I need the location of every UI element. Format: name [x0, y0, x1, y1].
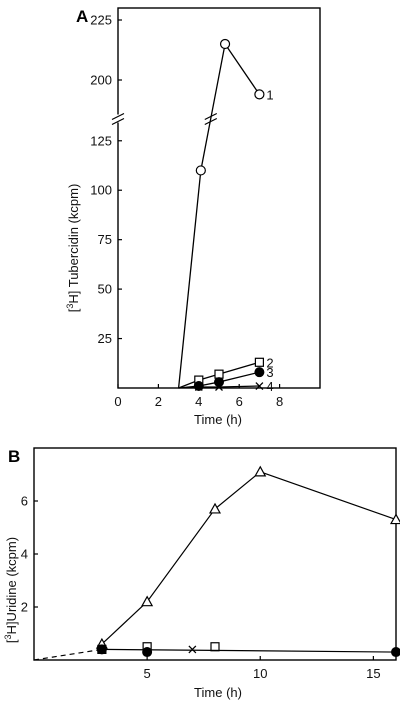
panel-a-x-tick-label-2: 4: [195, 394, 202, 409]
panel-a-series-3-point-2: [214, 377, 224, 388]
panel-a-series-1-point-3: [254, 89, 265, 100]
panel-b-ticks: 5 10 15 2 4 6: [21, 494, 381, 682]
panel-b-series-0-point-1: [141, 595, 154, 607]
panel-a-series-2-line: [178, 361, 260, 389]
panel-b-series-2-point-0: [188, 645, 197, 654]
panel-a-x-tick-label-0: 0: [114, 394, 121, 409]
panel-a-axis-breaks: [111, 112, 218, 126]
panel-b-label: B: [8, 447, 20, 466]
panel-a-series-4-line: [178, 385, 260, 389]
panel-a-series-1-line: [177, 42, 260, 389]
panel-a-ticks: 0 2 4 6 8 25 50 75 100 125 200 225: [90, 13, 283, 410]
panel-a-y-tick-label-0: 25: [98, 331, 112, 346]
panel-b-dashed-extrapolation: [33, 648, 102, 661]
panel-a-frame: [117, 7, 321, 389]
panel-a-y-tick-label-2: 75: [98, 232, 112, 247]
panel-b-series-0-point-3: [254, 465, 267, 477]
panel-a-series-4-point-2: [215, 383, 223, 391]
panel-a-series-2-point-2: [214, 369, 224, 379]
panel-a-y-title-bracket: [: [66, 308, 81, 312]
panel-a-series-2-label: 2: [266, 355, 273, 370]
panel-a-y-tick-label-3: 100: [90, 183, 112, 198]
panel-a-x-tick-label-3: 6: [236, 394, 243, 409]
panel-b-series-0-point-2: [208, 502, 222, 514]
panel-a-series-1-label: 1: [266, 87, 273, 102]
panel-b-series-0-line: [101, 471, 397, 645]
panel-b-frame: [33, 447, 397, 661]
panel-a-y-axis-title: [3H] Tubercidin (kcpm): [65, 184, 81, 313]
panel-a-label: A: [76, 7, 88, 26]
panel-b-series-0-point-4: [389, 513, 400, 525]
panel-b-series-3-point-1: [142, 647, 153, 658]
panel-b-y-title-superscript: 3: [3, 634, 13, 639]
panel-b-y-tick-label-0: 2: [21, 600, 28, 615]
panel-b-series-1-point-2: [210, 642, 220, 652]
panel-b-series-4-line: [101, 648, 397, 653]
panel-b-x-tick-label-1: 10: [253, 666, 267, 681]
panel-a-x-axis-title: Time (h): [194, 412, 242, 427]
panel-a-axis-break-mark: [111, 112, 125, 126]
panel-b-x-tick-label-0: 5: [144, 666, 151, 681]
panel-a-series-4-point-1: [194, 383, 203, 391]
panel-a-y-tick-label-1: 50: [98, 282, 112, 297]
panel-b: B 5 10 15 2 4 6 Time (h) [3H]Uridine (kcpm): [3, 447, 400, 700]
panel-a-series-4-label: 4: [266, 379, 273, 394]
panel-a-series-3-point-1: [193, 381, 204, 392]
panel-a-x-tick-label-4: 8: [276, 394, 283, 409]
panel-a-series-3-point-3: [254, 367, 265, 378]
panel-b-x-tick-label-2: 15: [366, 666, 380, 681]
panel-a-x-tick-label-1: 2: [155, 394, 162, 409]
panel-b-series: [33, 465, 400, 661]
panel-a-axis-break-gap: [115, 114, 121, 123]
panel-a-y-title-rest: H] Tubercidin (kcpm): [66, 184, 81, 304]
panel-b-y-tick-label-1: 4: [21, 547, 28, 562]
panel-a-y-tick-label-6: 225: [90, 13, 112, 28]
panel-a-series-1-point-1: [195, 165, 206, 176]
panel-a-series-2-point-3: [254, 357, 264, 367]
panel-b-y-title-bracket: [: [4, 639, 19, 643]
panel-b-y-tick-label-2: 6: [21, 494, 28, 509]
panel-a-y-tick-label-5: 200: [90, 73, 112, 88]
panel-a-series-4-point-3: [255, 382, 264, 390]
panel-a-series: 1 234: [177, 38, 274, 394]
panel-b-y-axis-title: [3H]Uridine (kcpm): [3, 537, 19, 643]
panel-a-y-tick-label-4: 125: [90, 133, 112, 148]
panel-a-series-1-point-2: [219, 38, 231, 50]
panel-a-y-title-superscript: 3: [65, 304, 75, 309]
panel-b-y-title-rest: H]Uridine (kcpm): [4, 537, 19, 635]
panel-a-series-3-label: 3: [266, 365, 273, 380]
panel-b-x-axis-title: Time (h): [194, 685, 242, 700]
